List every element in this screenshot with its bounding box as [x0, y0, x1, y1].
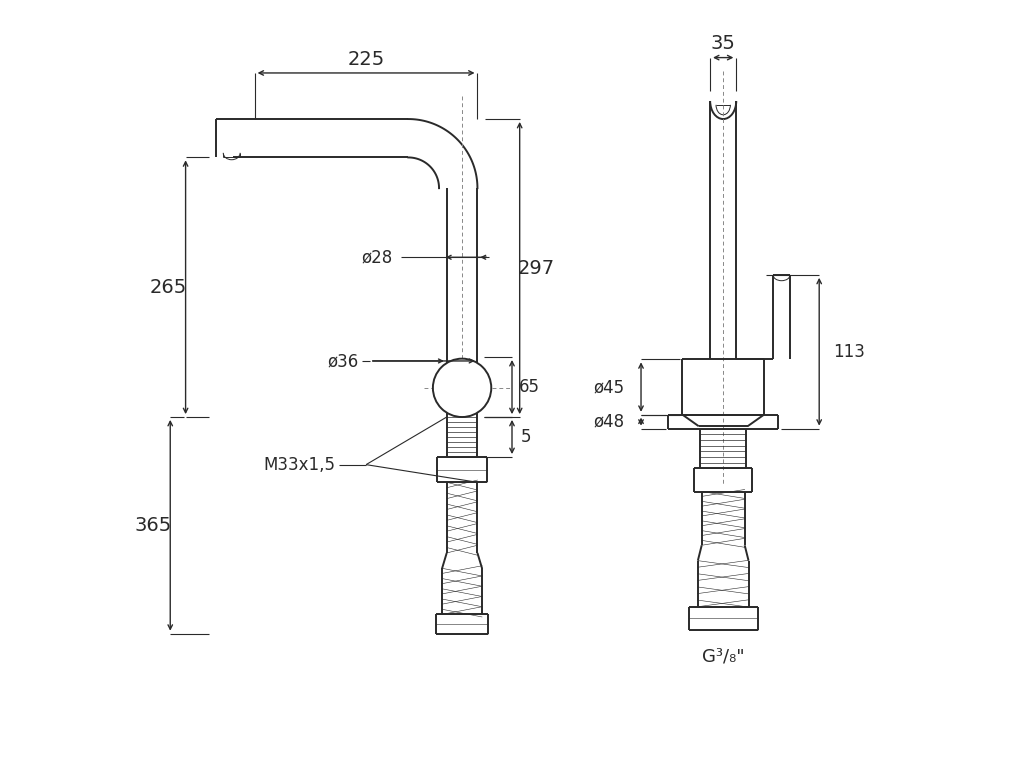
Text: 113: 113 — [834, 343, 865, 361]
Text: ø36: ø36 — [327, 352, 358, 370]
Text: 65: 65 — [518, 378, 540, 396]
Text: 365: 365 — [135, 516, 172, 535]
Text: M33x1,5: M33x1,5 — [263, 455, 336, 474]
Text: ø45: ø45 — [593, 378, 625, 396]
Text: 5: 5 — [520, 428, 531, 446]
Text: 265: 265 — [151, 278, 187, 296]
Text: ø28: ø28 — [361, 248, 393, 266]
Text: G³/₈": G³/₈" — [701, 647, 744, 666]
Circle shape — [433, 359, 492, 417]
Text: 297: 297 — [518, 259, 555, 277]
Text: ø48: ø48 — [593, 412, 625, 431]
Text: 225: 225 — [347, 50, 385, 68]
Text: 35: 35 — [711, 35, 735, 53]
